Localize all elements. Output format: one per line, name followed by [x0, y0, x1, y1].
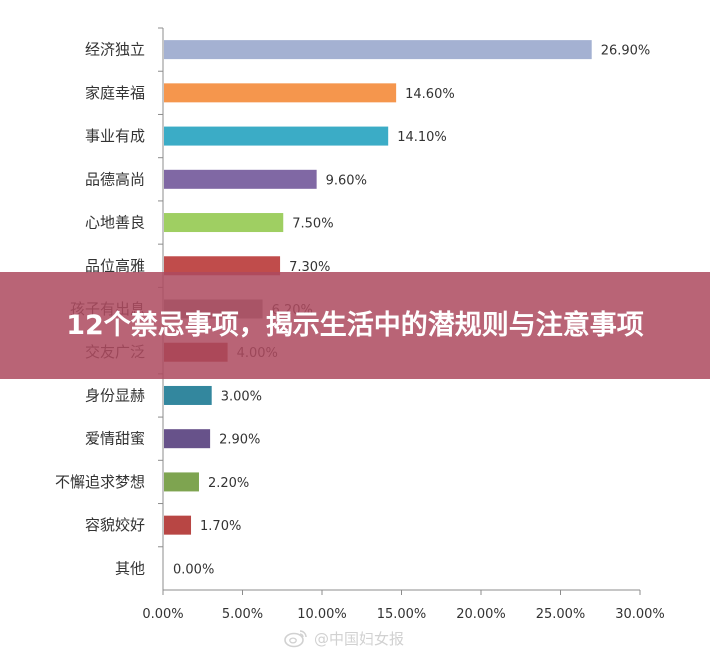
value-label: 14.10% [397, 130, 447, 145]
bar [164, 40, 592, 60]
category-label: 家庭幸福 [85, 84, 145, 102]
x-tick-label: 20.00% [456, 607, 506, 622]
bar [164, 472, 199, 492]
value-label: 1.70% [200, 519, 241, 534]
watermark-text: @中国妇女报 [314, 629, 405, 648]
value-label: 7.50% [292, 217, 333, 232]
bar [164, 515, 192, 535]
banner-title: 12个禁忌事项，揭示生活中的潜规则与注意事项 [66, 309, 644, 341]
x-tick-label: 15.00% [377, 607, 427, 622]
watermark: @中国妇女报 [283, 626, 404, 650]
title-banner: 12个禁忌事项，揭示生活中的潜规则与注意事项 [0, 272, 710, 379]
bar [164, 256, 281, 276]
chart-bars [164, 40, 592, 535]
bar [164, 83, 397, 103]
category-label: 品德高尚 [85, 170, 145, 188]
bar [164, 213, 284, 233]
value-label: 3.00% [221, 389, 262, 404]
value-label: 9.60% [326, 173, 367, 188]
category-label: 事业有成 [85, 127, 145, 145]
x-tick-label: 10.00% [297, 607, 347, 622]
value-label: 26.90% [601, 44, 651, 59]
category-label: 经济独立 [85, 41, 145, 59]
value-label: 2.20% [208, 476, 249, 491]
category-label: 不懈追求梦想 [55, 473, 145, 491]
weibo-icon [284, 630, 307, 648]
category-label: 心地善良 [85, 214, 145, 232]
value-label: 14.60% [405, 87, 455, 102]
x-tick-label: 30.00% [615, 607, 665, 622]
bar [164, 429, 211, 449]
category-label: 爱情甜蜜 [85, 430, 145, 448]
x-tick-label: 0.00% [142, 607, 183, 622]
value-label: 2.90% [219, 433, 260, 448]
category-label: 品位高雅 [85, 257, 145, 275]
bar [164, 126, 389, 146]
category-label: 身份显赫 [85, 386, 145, 404]
category-label: 其他 [115, 559, 145, 577]
value-label: 0.00% [173, 562, 214, 577]
value-label: 7.30% [289, 260, 330, 275]
x-tick-label: 25.00% [536, 607, 586, 622]
bar [164, 385, 212, 405]
x-tick-label: 5.00% [222, 607, 263, 622]
bar [164, 169, 317, 189]
category-label: 容貌姣好 [85, 516, 145, 534]
